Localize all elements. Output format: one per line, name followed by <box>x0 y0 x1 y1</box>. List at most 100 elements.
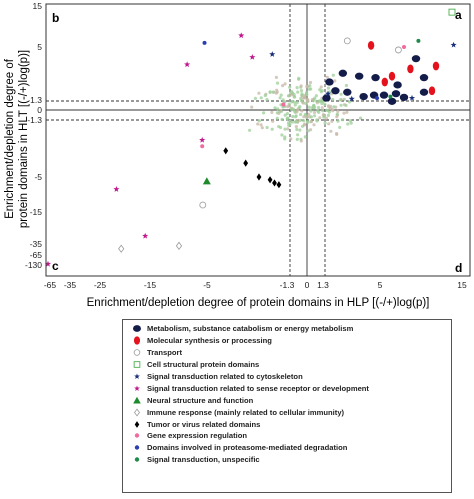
background-point <box>248 128 252 132</box>
y-tick-label: -35 <box>30 239 43 249</box>
background-point <box>330 107 334 111</box>
data-point <box>202 177 211 185</box>
background-point <box>305 115 309 119</box>
legend-marker <box>134 457 140 462</box>
data-point <box>281 102 286 107</box>
background-point <box>336 109 340 113</box>
legend-symbol-icon <box>133 361 141 368</box>
data-point <box>375 96 380 101</box>
background-point <box>281 98 285 102</box>
background-point <box>294 115 298 119</box>
legend-symbol-icon <box>133 325 141 333</box>
legend-marker <box>133 336 141 346</box>
background-point <box>286 127 290 131</box>
legend-item: Signal transduction related to sense rec… <box>129 382 445 394</box>
background-point <box>329 129 333 133</box>
legend-label: Signal transduction related to sense rec… <box>147 383 369 393</box>
data-point <box>325 78 334 86</box>
background-point <box>306 120 310 124</box>
legend-label: Molecular synthesis or processing <box>147 336 272 346</box>
background-point <box>309 119 314 124</box>
y-axis-label: Enrichment/depletion degree of protein d… <box>4 50 30 228</box>
y-tick-label: 1.3 <box>30 95 42 105</box>
background-point <box>271 119 275 123</box>
background-point <box>320 89 324 93</box>
background-point <box>295 86 299 90</box>
background-point <box>348 119 352 123</box>
data-point <box>394 46 402 54</box>
legend-item: Tumor or virus related domains <box>129 418 445 430</box>
background-point <box>265 97 269 102</box>
background-point <box>310 98 315 102</box>
data-point <box>238 32 245 39</box>
data-point <box>419 74 429 82</box>
data-point <box>387 97 397 105</box>
background-point <box>290 120 295 124</box>
background-point <box>316 106 321 110</box>
quadrant-label-b: b <box>52 11 59 25</box>
data-point <box>142 232 149 239</box>
y-axis-label-line2: protein domains in HLT [(-/+)log(p)] <box>18 50 30 228</box>
y-tick-label: -1.3 <box>27 115 42 125</box>
data-point <box>391 90 401 98</box>
background-point <box>293 95 297 99</box>
legend-marker <box>134 408 140 417</box>
quadrant-label-c: c <box>52 259 59 273</box>
background-point <box>281 84 285 88</box>
background-point <box>291 114 295 119</box>
background-point <box>259 96 263 100</box>
background-point <box>307 87 312 91</box>
background-point <box>295 110 299 114</box>
legend-item: Immune response (mainly related to cellu… <box>129 406 445 418</box>
data-point <box>359 93 368 101</box>
background-point <box>285 112 289 116</box>
legend-item: Transport <box>129 347 445 359</box>
background-point <box>270 127 274 131</box>
quadrant-label-a: a <box>455 8 462 22</box>
background-point <box>307 105 311 109</box>
background-point <box>299 96 303 101</box>
data-point <box>388 71 396 81</box>
background-point <box>286 116 290 120</box>
y-tick-label: -5 <box>34 172 42 182</box>
legend-label: Metabolism, substance catabolism or ener… <box>147 324 354 334</box>
background-point <box>320 106 324 110</box>
legend-symbol-icon <box>134 420 140 428</box>
legend-label: Tumor or virus related domains <box>147 419 261 429</box>
background-point <box>295 127 299 132</box>
background-point <box>270 110 274 114</box>
data-point <box>419 88 429 96</box>
background-point <box>323 121 327 125</box>
legend: Metabolism, substance catabolism or ener… <box>122 319 452 493</box>
background-point <box>328 104 333 108</box>
plot-frame <box>45 3 471 277</box>
legend-marker <box>133 361 141 368</box>
data-point <box>379 91 389 99</box>
background-point <box>316 109 320 113</box>
background-point <box>263 93 267 98</box>
data-point <box>199 136 206 143</box>
legend-label: Signal transduction related to cytoskele… <box>147 372 303 381</box>
data-point <box>450 41 457 48</box>
legend-symbol-icon <box>134 433 140 439</box>
data-point <box>411 55 421 63</box>
background-point <box>310 106 314 110</box>
data-point <box>432 61 440 71</box>
background-point <box>344 83 348 88</box>
background-point <box>335 112 339 116</box>
background-point <box>299 112 303 117</box>
legend-symbol-icon <box>133 396 141 404</box>
legend-marker <box>134 373 140 379</box>
data-point <box>243 159 249 167</box>
x-tick-label: 15 <box>457 280 467 290</box>
x-axis-label: Enrichment/depletion degree of protein d… <box>87 297 430 309</box>
legend-item: Signal transduction related to cytoskele… <box>129 371 445 383</box>
background-point <box>291 107 296 111</box>
background-point <box>292 93 296 97</box>
data-point <box>223 147 229 155</box>
y-tick-label: 15 <box>33 1 43 11</box>
background-point <box>260 126 264 130</box>
legend-item: Domains involved in proteasome-mediated … <box>129 442 445 454</box>
background-point <box>346 122 350 126</box>
data-point <box>269 51 276 57</box>
